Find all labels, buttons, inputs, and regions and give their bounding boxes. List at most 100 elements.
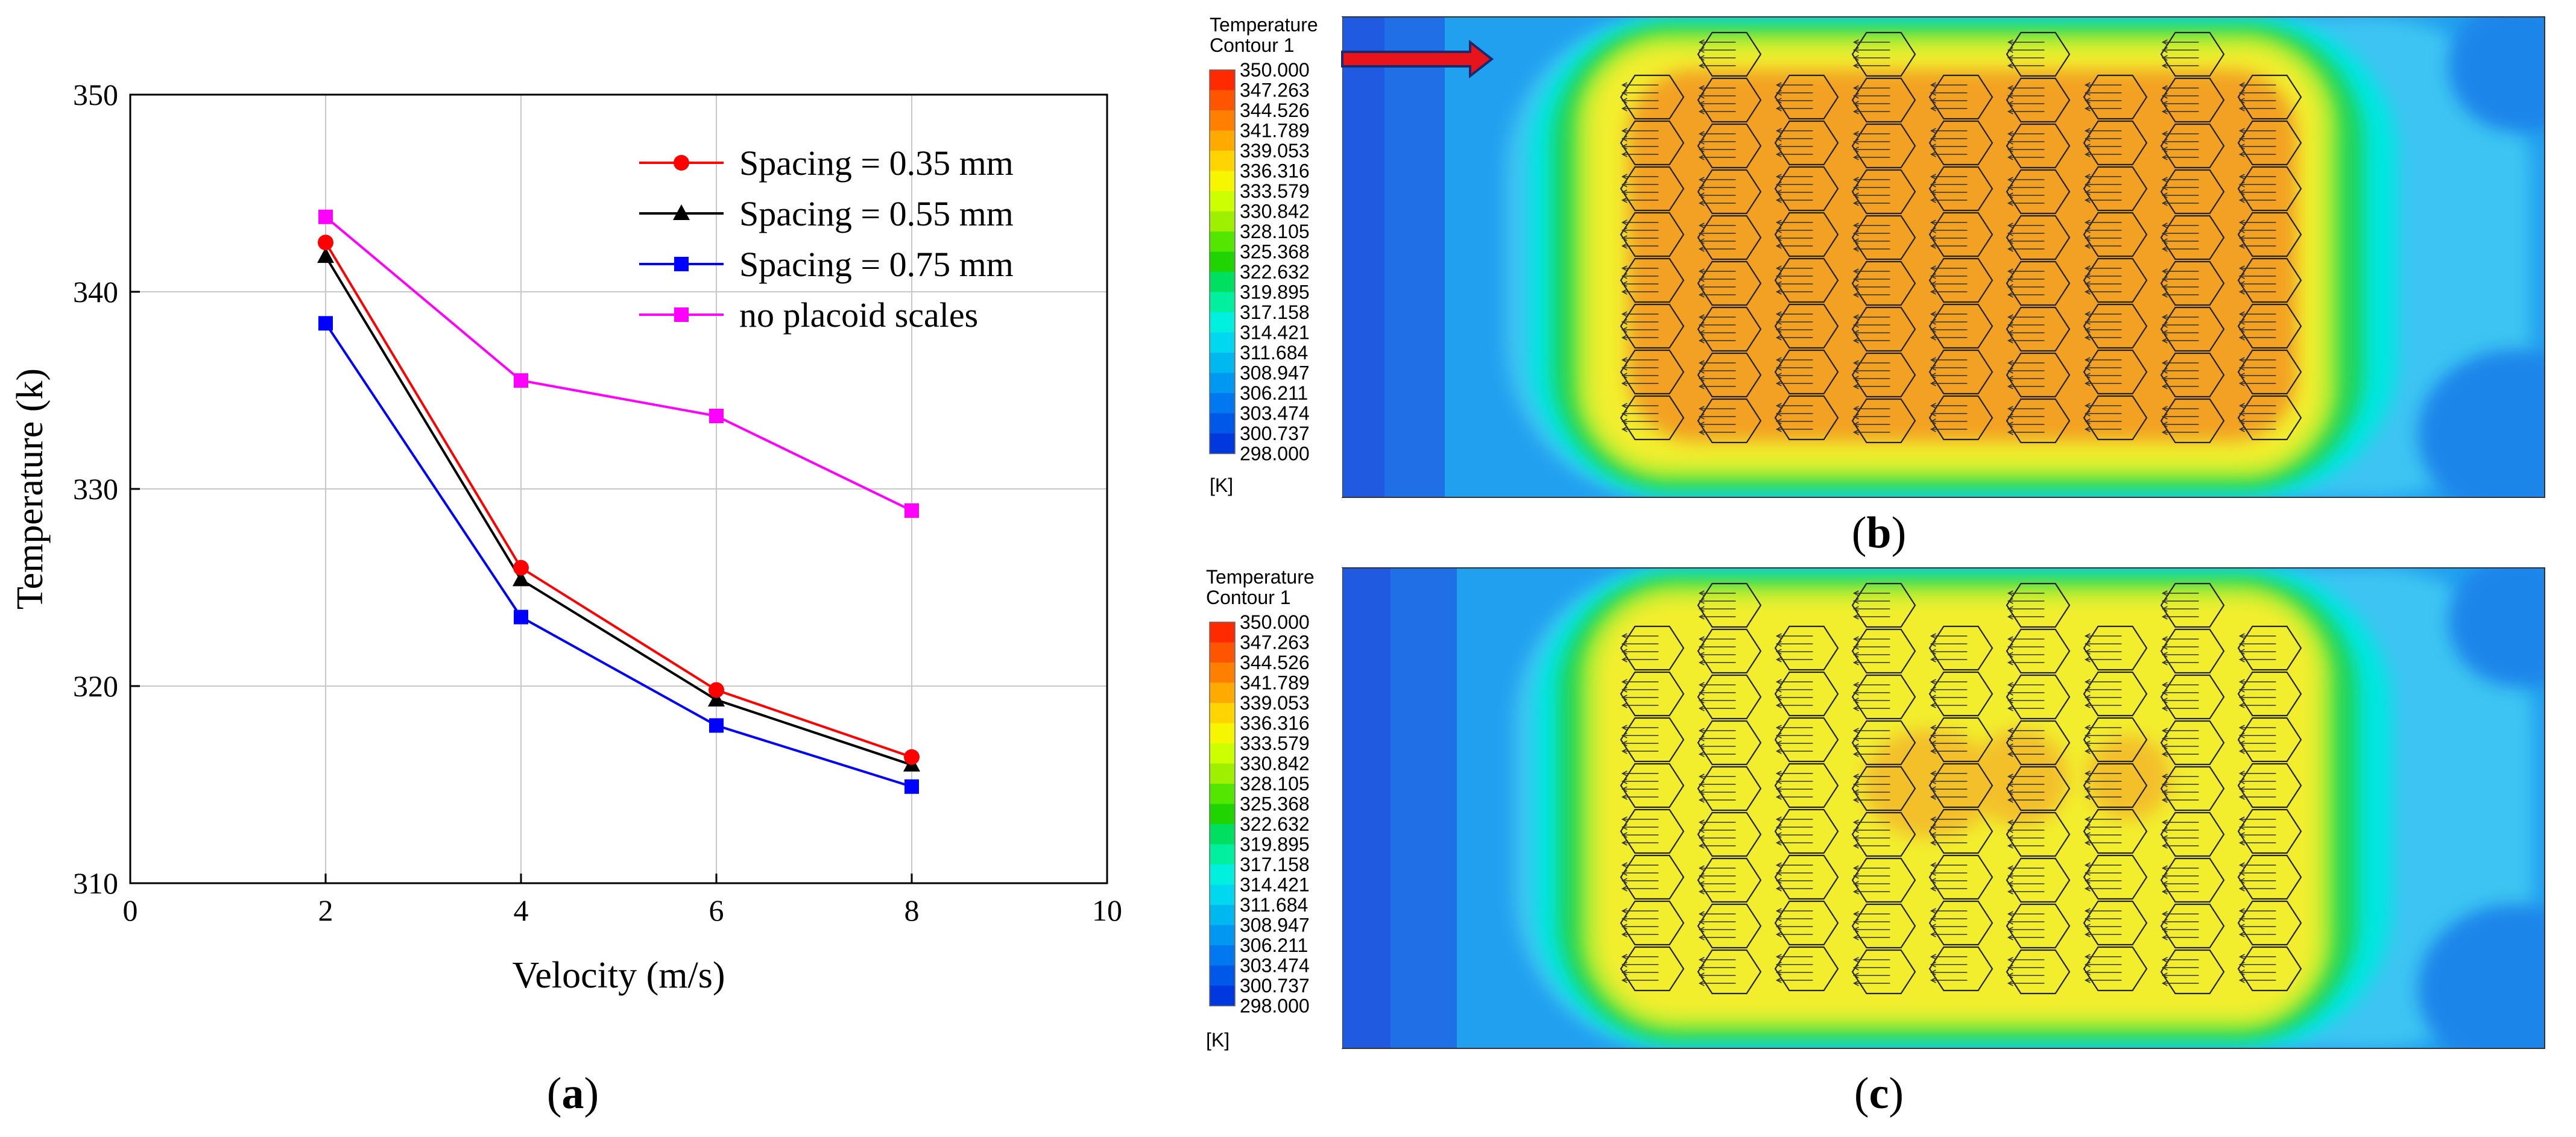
scale-ridge-tip	[1852, 606, 1859, 612]
placoid-scale	[2083, 625, 2148, 671]
scale-ridge-tip	[2007, 101, 2013, 107]
scale-outline	[1774, 671, 1839, 717]
axis-ticks: 0 2 4 6 8 10 310 320 330 340 350	[73, 78, 1122, 927]
scale-ridge-tip	[2007, 47, 2013, 53]
scale-outline	[2083, 349, 2148, 395]
scale-ridge-tip	[1852, 789, 1859, 795]
colorbar-band	[1210, 743, 1235, 764]
scale-ridge-tip	[1930, 687, 1936, 693]
placoid-scale	[1697, 949, 1762, 995]
scale-ridge-tip	[2161, 606, 2168, 612]
scale-ridge-tip	[1621, 702, 1627, 708]
scale-ridge-tip	[1698, 927, 1705, 933]
scale-ridge-tip	[1930, 740, 1936, 746]
scale-ridge-tip	[1930, 98, 1936, 104]
scale-outline	[1774, 946, 1839, 992]
scale-ridge-tip	[1698, 911, 1705, 917]
scale-ridge-tip	[2161, 406, 2168, 412]
series-2	[317, 247, 920, 772]
scale-ridge-tip	[2007, 55, 2013, 61]
scale-ridge-tip	[1775, 794, 1782, 800]
placoid-scale	[2237, 303, 2302, 349]
x-tick-label: 8	[904, 893, 920, 927]
placoid-scale	[2083, 166, 2148, 212]
scale-outline	[1928, 671, 1994, 717]
scale-ridge-tip	[1621, 227, 1627, 233]
scale-ridge-tip	[1621, 243, 1627, 249]
scale-ridge-tip	[2007, 330, 2013, 336]
scale-ridge-tip	[2161, 927, 2168, 933]
series-line	[324, 323, 912, 788]
scale-ridge-tip	[2007, 376, 2013, 382]
colorbar-band	[1210, 784, 1235, 804]
scale-ridge-tip	[2084, 778, 2091, 784]
colorbar-level: 303.474	[1240, 955, 1310, 977]
scale-outline	[2237, 120, 2302, 166]
scale-outline	[1620, 257, 1685, 303]
scale-ridge-tip	[1698, 47, 1705, 53]
scale-outline	[1620, 946, 1685, 992]
scale-ridge-tip	[1930, 954, 1936, 960]
placoid-scale	[1851, 398, 1916, 444]
scale-ridge-tip	[1621, 962, 1627, 968]
scale-ridge-tip	[2238, 227, 2245, 233]
placoid-scale	[2160, 169, 2225, 215]
scale-ridge-tip	[2161, 873, 2168, 879]
scale-ridge-tip	[2007, 222, 2013, 228]
colorbar-band	[1210, 622, 1235, 643]
unit-label-c: [K]	[1206, 1029, 1230, 1051]
scale-ridge-tip	[1698, 131, 1705, 137]
scale-ridge-tip	[1698, 881, 1705, 887]
scale-ridge-tip	[1621, 90, 1627, 96]
scale-outline	[1697, 77, 1762, 123]
placoid-scale	[2006, 77, 2071, 123]
scale-ridge-tip	[2084, 878, 2091, 884]
scale-ridge-tip	[1698, 39, 1705, 45]
scale-ridge-tip	[1852, 827, 1859, 833]
scale-ridge-tip	[2238, 931, 2245, 937]
panel-label-c: (c)	[1854, 1069, 1904, 1118]
placoid-scale	[1620, 763, 1685, 808]
scale-ridge-tip	[2238, 181, 2245, 187]
scale-outline	[2083, 74, 2148, 120]
scale-ridge-tip	[2084, 732, 2091, 739]
scale-ridge-tip	[1698, 383, 1705, 389]
scale-ridge-tip	[1852, 63, 1859, 69]
scale-ridge-tip	[2084, 380, 2091, 386]
scale-outline	[2160, 352, 2225, 398]
scale-ridge-tip	[1698, 797, 1705, 803]
scale-ridge-tip	[1930, 748, 1936, 754]
placoid-scale	[2160, 857, 2225, 903]
colorbar-band	[1210, 844, 1235, 865]
scale-outline	[1697, 811, 1762, 857]
scale-ridge-tip	[2084, 235, 2091, 241]
scale-outline	[1928, 349, 1994, 395]
scale-ridge-tip	[1930, 870, 1936, 876]
scale-ridge-tip	[1852, 743, 1859, 749]
scale-ridge-tip	[2007, 652, 2013, 658]
scale-outline	[1697, 582, 1762, 628]
scale-ridge-tip	[2007, 735, 2013, 742]
scale-ridge-tip	[1621, 174, 1627, 180]
placoid-scale	[2006, 306, 2071, 352]
scale-outline	[2160, 766, 2225, 811]
scale-ridge-tip	[1930, 657, 1936, 663]
scale-ridge-tip	[2084, 657, 2091, 663]
placoid-scale	[2006, 123, 2071, 169]
scale-ridge-tip	[2161, 238, 2168, 244]
scale-ridge-tip	[2084, 748, 2091, 754]
scales-b	[1620, 31, 2302, 444]
scale-ridge-tip	[2007, 63, 2013, 69]
scale-ridge-tip	[1930, 219, 1936, 225]
y-tick-label: 310	[73, 866, 118, 900]
placoid-scale	[1697, 582, 1762, 628]
scale-outline	[2083, 946, 2148, 992]
panel-letter-a: a	[562, 1069, 584, 1118]
scale-outline	[2006, 306, 2071, 352]
scale-outline	[2083, 763, 2148, 808]
placoid-scale	[1774, 808, 1839, 854]
scale-ridge-tip	[1930, 319, 1936, 325]
placoid-scale	[1774, 395, 1839, 441]
scale-ridge-tip	[1775, 281, 1782, 287]
scale-ridge-tip	[1775, 641, 1782, 647]
